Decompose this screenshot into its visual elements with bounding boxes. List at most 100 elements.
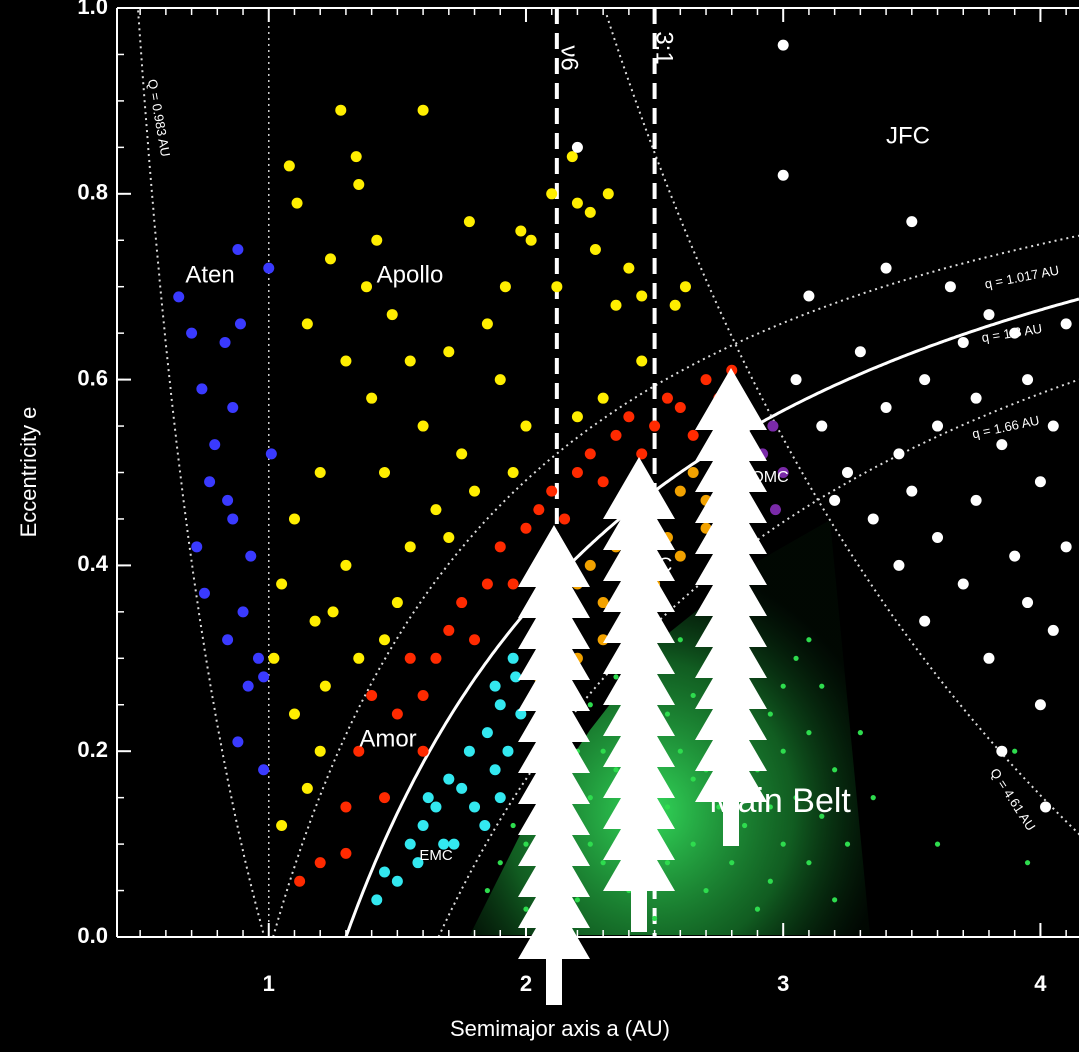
data-point [508,467,519,478]
x-tick-label: 1 [263,971,275,996]
data-point [768,711,773,716]
data-point [510,671,521,682]
data-point [1035,476,1046,487]
y-tick-label: 0.0 [77,923,108,948]
data-point [405,356,416,367]
data-point [498,860,503,865]
data-point [495,792,506,803]
data-point [533,504,544,515]
data-point [418,105,429,116]
data-point [770,504,781,515]
region-label: Aten [185,261,234,288]
data-point [1048,421,1059,432]
data-point [515,225,526,236]
data-point [678,637,683,642]
data-point [464,216,475,227]
data-point [559,513,570,524]
data-point [315,857,326,868]
data-point [508,578,519,589]
data-point [1009,551,1020,562]
data-point [495,374,506,385]
data-point [613,767,618,772]
data-point [675,486,686,497]
data-point [418,820,429,831]
data-point [588,842,593,847]
data-point [405,541,416,552]
data-point [755,907,760,912]
y-tick-label: 1.0 [77,0,108,19]
data-point [768,879,773,884]
data-point [523,842,528,847]
data-point [289,709,300,720]
data-point [328,606,339,617]
data-point [652,916,657,921]
data-point [742,823,747,828]
data-point [405,653,416,664]
data-point [482,578,493,589]
data-point [222,634,233,645]
x-tick-label: 3 [777,971,789,996]
data-point [335,105,346,116]
data-point [670,300,681,311]
data-point [613,674,618,679]
data-point [636,448,647,459]
data-point [263,263,274,274]
data-point [520,421,531,432]
y-tick-label: 0.4 [77,551,108,576]
data-point [649,421,660,432]
data-point [572,467,583,478]
data-point [418,421,429,432]
data-point [919,374,930,385]
data-point [235,318,246,329]
data-point [598,476,609,487]
data-point [598,393,609,404]
data-point [881,402,892,413]
data-point [209,439,220,450]
data-point [806,637,811,642]
data-point [781,684,786,689]
data-point [379,634,390,645]
data-point [340,801,351,812]
data-point [791,374,802,385]
data-point [258,671,269,682]
data-point [567,151,578,162]
data-point [636,356,647,367]
data-point [906,486,917,497]
data-point [691,842,696,847]
data-point [688,430,699,441]
data-point [276,820,287,831]
data-point [601,860,606,865]
data-point [479,820,490,831]
data-point [551,281,562,292]
chart: Semimajor axis a (AU) Eccentricity e 123… [0,0,1079,1052]
data-point [245,551,256,562]
data-point [793,656,798,661]
data-point [932,421,943,432]
data-point [803,290,814,301]
data-point [832,767,837,772]
data-point [500,281,511,292]
data-point [832,897,837,902]
data-point [1022,374,1033,385]
data-point [623,263,634,274]
data-point [495,699,506,710]
data-point [353,653,364,664]
data-point [196,383,207,394]
data-point [572,198,583,209]
data-point [526,235,537,246]
data-point [691,693,696,698]
data-point [387,309,398,320]
data-point [665,860,670,865]
y-tick-label: 0.8 [77,180,108,205]
data-point [227,402,238,413]
data-point [238,606,249,617]
data-point [778,40,789,51]
data-point [585,448,596,459]
data-point [680,281,691,292]
data-point [590,244,601,255]
data-point [469,486,480,497]
data-point [325,253,336,264]
data-point [366,690,377,701]
data-point [379,866,390,877]
data-point [601,749,606,754]
